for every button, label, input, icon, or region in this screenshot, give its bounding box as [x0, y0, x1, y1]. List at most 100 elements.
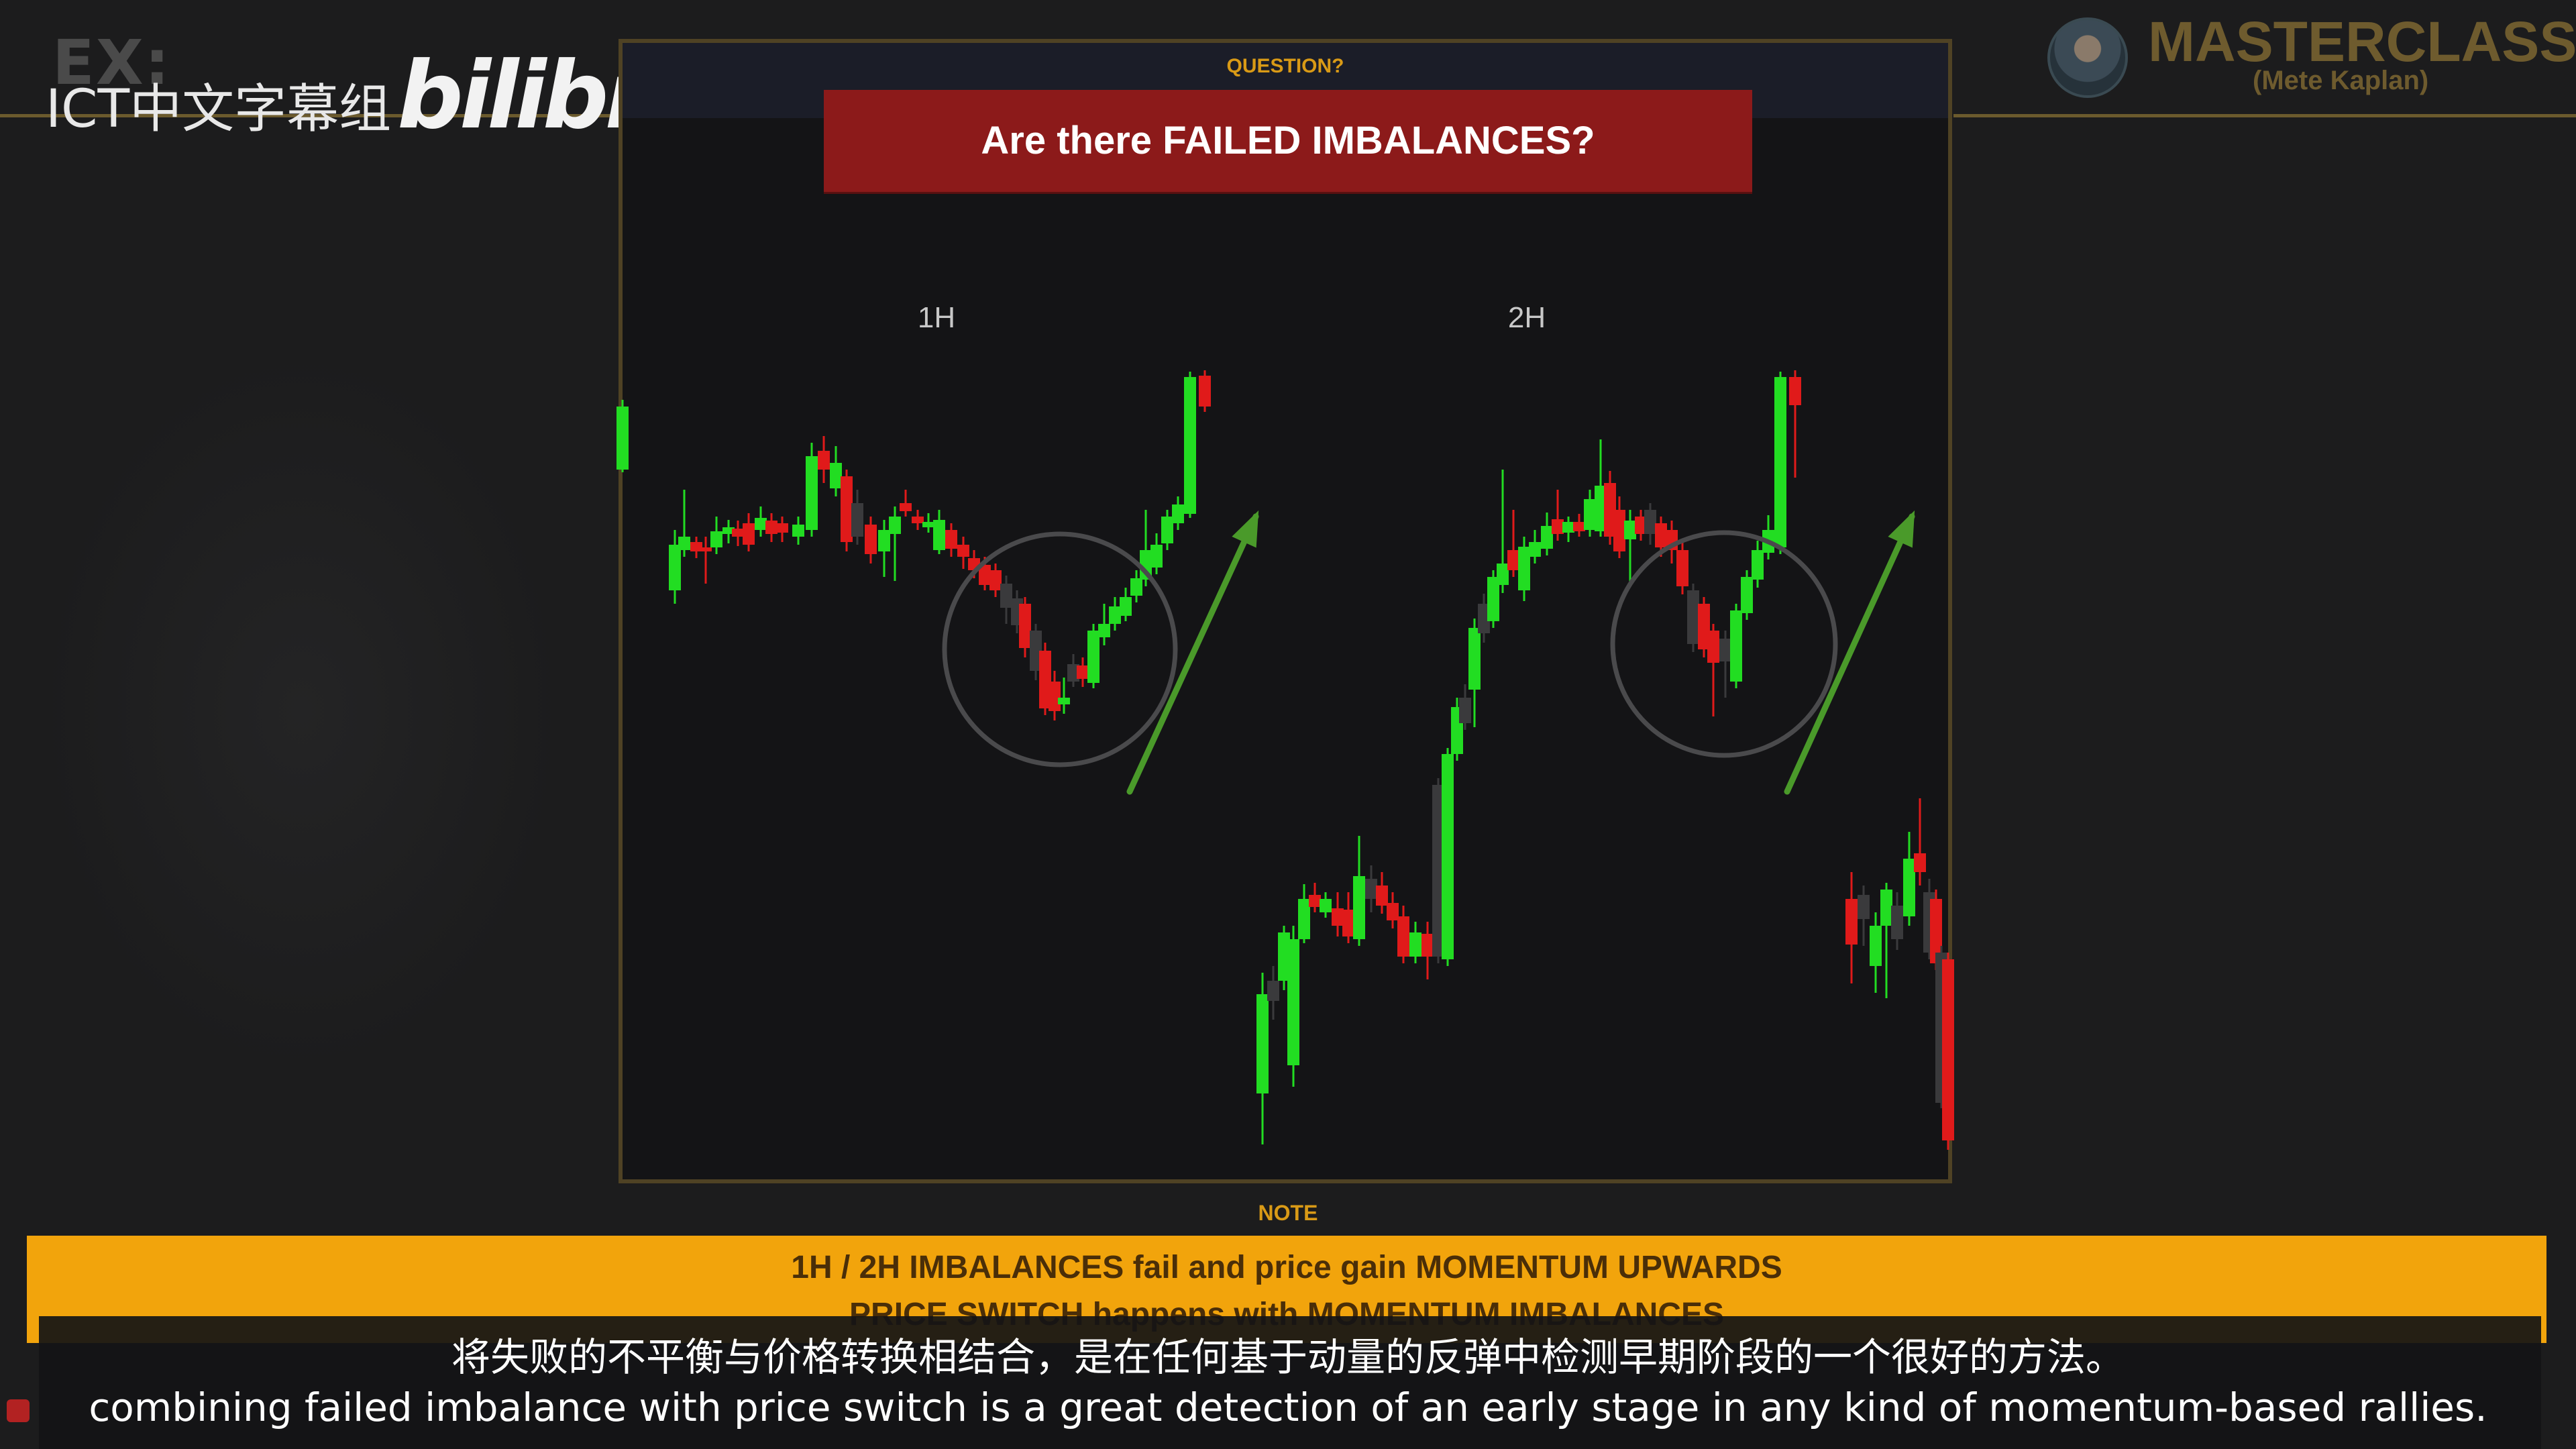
- candle: [1397, 906, 1409, 963]
- candle: [1067, 654, 1079, 687]
- candle: [1049, 671, 1061, 720]
- candle: [900, 490, 912, 517]
- candle: [1914, 798, 1926, 885]
- candle: [1858, 885, 1870, 946]
- candle: [616, 400, 629, 472]
- candle: [700, 537, 712, 584]
- candle: [1098, 604, 1110, 645]
- candle: [1376, 872, 1388, 914]
- candle: [1039, 643, 1051, 715]
- note-label: NOTE: [1258, 1201, 1318, 1225]
- candle: [1478, 594, 1490, 643]
- candle: [1604, 471, 1616, 545]
- candle: [1256, 973, 1269, 1144]
- candle: [1595, 439, 1607, 537]
- candle: [1459, 684, 1471, 730]
- candle: [1635, 510, 1647, 541]
- presenter-name: (Mete Kaplan): [2253, 66, 2429, 95]
- header-divider-left: [0, 114, 617, 117]
- candle: [776, 517, 788, 542]
- candle: [1676, 541, 1688, 594]
- candle: [1707, 624, 1719, 716]
- arrow-layer: [1126, 510, 1915, 795]
- candle: [1161, 510, 1173, 550]
- candle: [1468, 619, 1481, 727]
- player-control-icon[interactable]: [7, 1399, 30, 1422]
- candle: [1109, 597, 1121, 631]
- candle: [1687, 584, 1699, 652]
- candle: [669, 530, 681, 604]
- slide-panel: QUESTION? Are there FAILED IMBALANCES?: [619, 39, 1952, 1183]
- candle: [1184, 372, 1196, 518]
- masterclass-title: MASTERCLASS: [2148, 10, 2576, 73]
- candle: [1267, 966, 1279, 1020]
- candle: [830, 446, 842, 496]
- candle: [1442, 748, 1454, 966]
- candle: [1741, 570, 1753, 620]
- candle: [1409, 922, 1421, 963]
- timeframe-label-1h: 1H: [918, 301, 955, 334]
- candle: [1624, 510, 1636, 582]
- candle: [1774, 372, 1786, 554]
- candle: [1497, 470, 1509, 593]
- candle: [1880, 883, 1892, 998]
- subtitle-background: [39, 1316, 2541, 1449]
- momentum-arrow-2h: [1784, 510, 1915, 795]
- candle: [818, 436, 830, 483]
- watermark-ex: EX:: [52, 27, 171, 99]
- question-label: QUESTION?: [1226, 55, 1344, 77]
- candle: [1541, 513, 1553, 555]
- candle: [945, 523, 957, 557]
- candle: [1019, 597, 1031, 657]
- candle: [1719, 631, 1731, 698]
- candle: [865, 517, 877, 564]
- candle: [1562, 517, 1574, 542]
- header-divider-right: [1953, 114, 2576, 117]
- candle: [989, 564, 1002, 597]
- candle: [1487, 570, 1499, 628]
- timeframe-label-2h: 2H: [1508, 301, 1546, 334]
- candle: [710, 517, 722, 554]
- candle: [806, 443, 818, 537]
- candle: [1030, 624, 1042, 680]
- candle: [1529, 530, 1541, 564]
- candle: [1342, 892, 1354, 943]
- candle: [1870, 912, 1882, 993]
- presenter-avatar: [2047, 17, 2128, 98]
- candle: [933, 510, 945, 554]
- candle: [1000, 576, 1012, 624]
- candle: [722, 520, 735, 543]
- candle: [1903, 832, 1915, 926]
- candle: [1298, 884, 1310, 943]
- candle: [1573, 514, 1585, 537]
- candle: [1644, 503, 1656, 545]
- candle: [1130, 570, 1142, 602]
- note-line-1: 1H / 2H IMBALANCES fail and price gain M…: [791, 1250, 1782, 1285]
- candle: [1120, 588, 1132, 621]
- candle: [1278, 926, 1290, 990]
- candle: [1421, 922, 1434, 979]
- candle: [1752, 541, 1764, 588]
- candle: [732, 521, 744, 546]
- question-text: Are there FAILED IMBALANCES?: [981, 119, 1595, 162]
- question-box: Are there FAILED IMBALANCES?: [824, 90, 1752, 192]
- candle: [678, 490, 690, 557]
- candle: [1353, 836, 1365, 946]
- subtitle-english: combining failed imbalance with price sw…: [89, 1385, 2487, 1430]
- candle: [1365, 865, 1377, 912]
- candle: [1172, 496, 1184, 530]
- circle-layer: [942, 530, 1838, 767]
- candle: [922, 513, 934, 533]
- candle: [841, 470, 853, 551]
- candle: [1077, 657, 1089, 687]
- candle: [1432, 778, 1444, 963]
- candle: [792, 517, 804, 545]
- momentum-arrow-1h: [1126, 510, 1259, 795]
- candle: [743, 513, 755, 551]
- candle: [1287, 926, 1299, 1087]
- watermark-group-name: ICT中文字幕组: [46, 79, 392, 140]
- candle: [1584, 490, 1596, 537]
- candle: [1087, 624, 1099, 688]
- candle: [765, 513, 777, 542]
- candle: [851, 490, 863, 545]
